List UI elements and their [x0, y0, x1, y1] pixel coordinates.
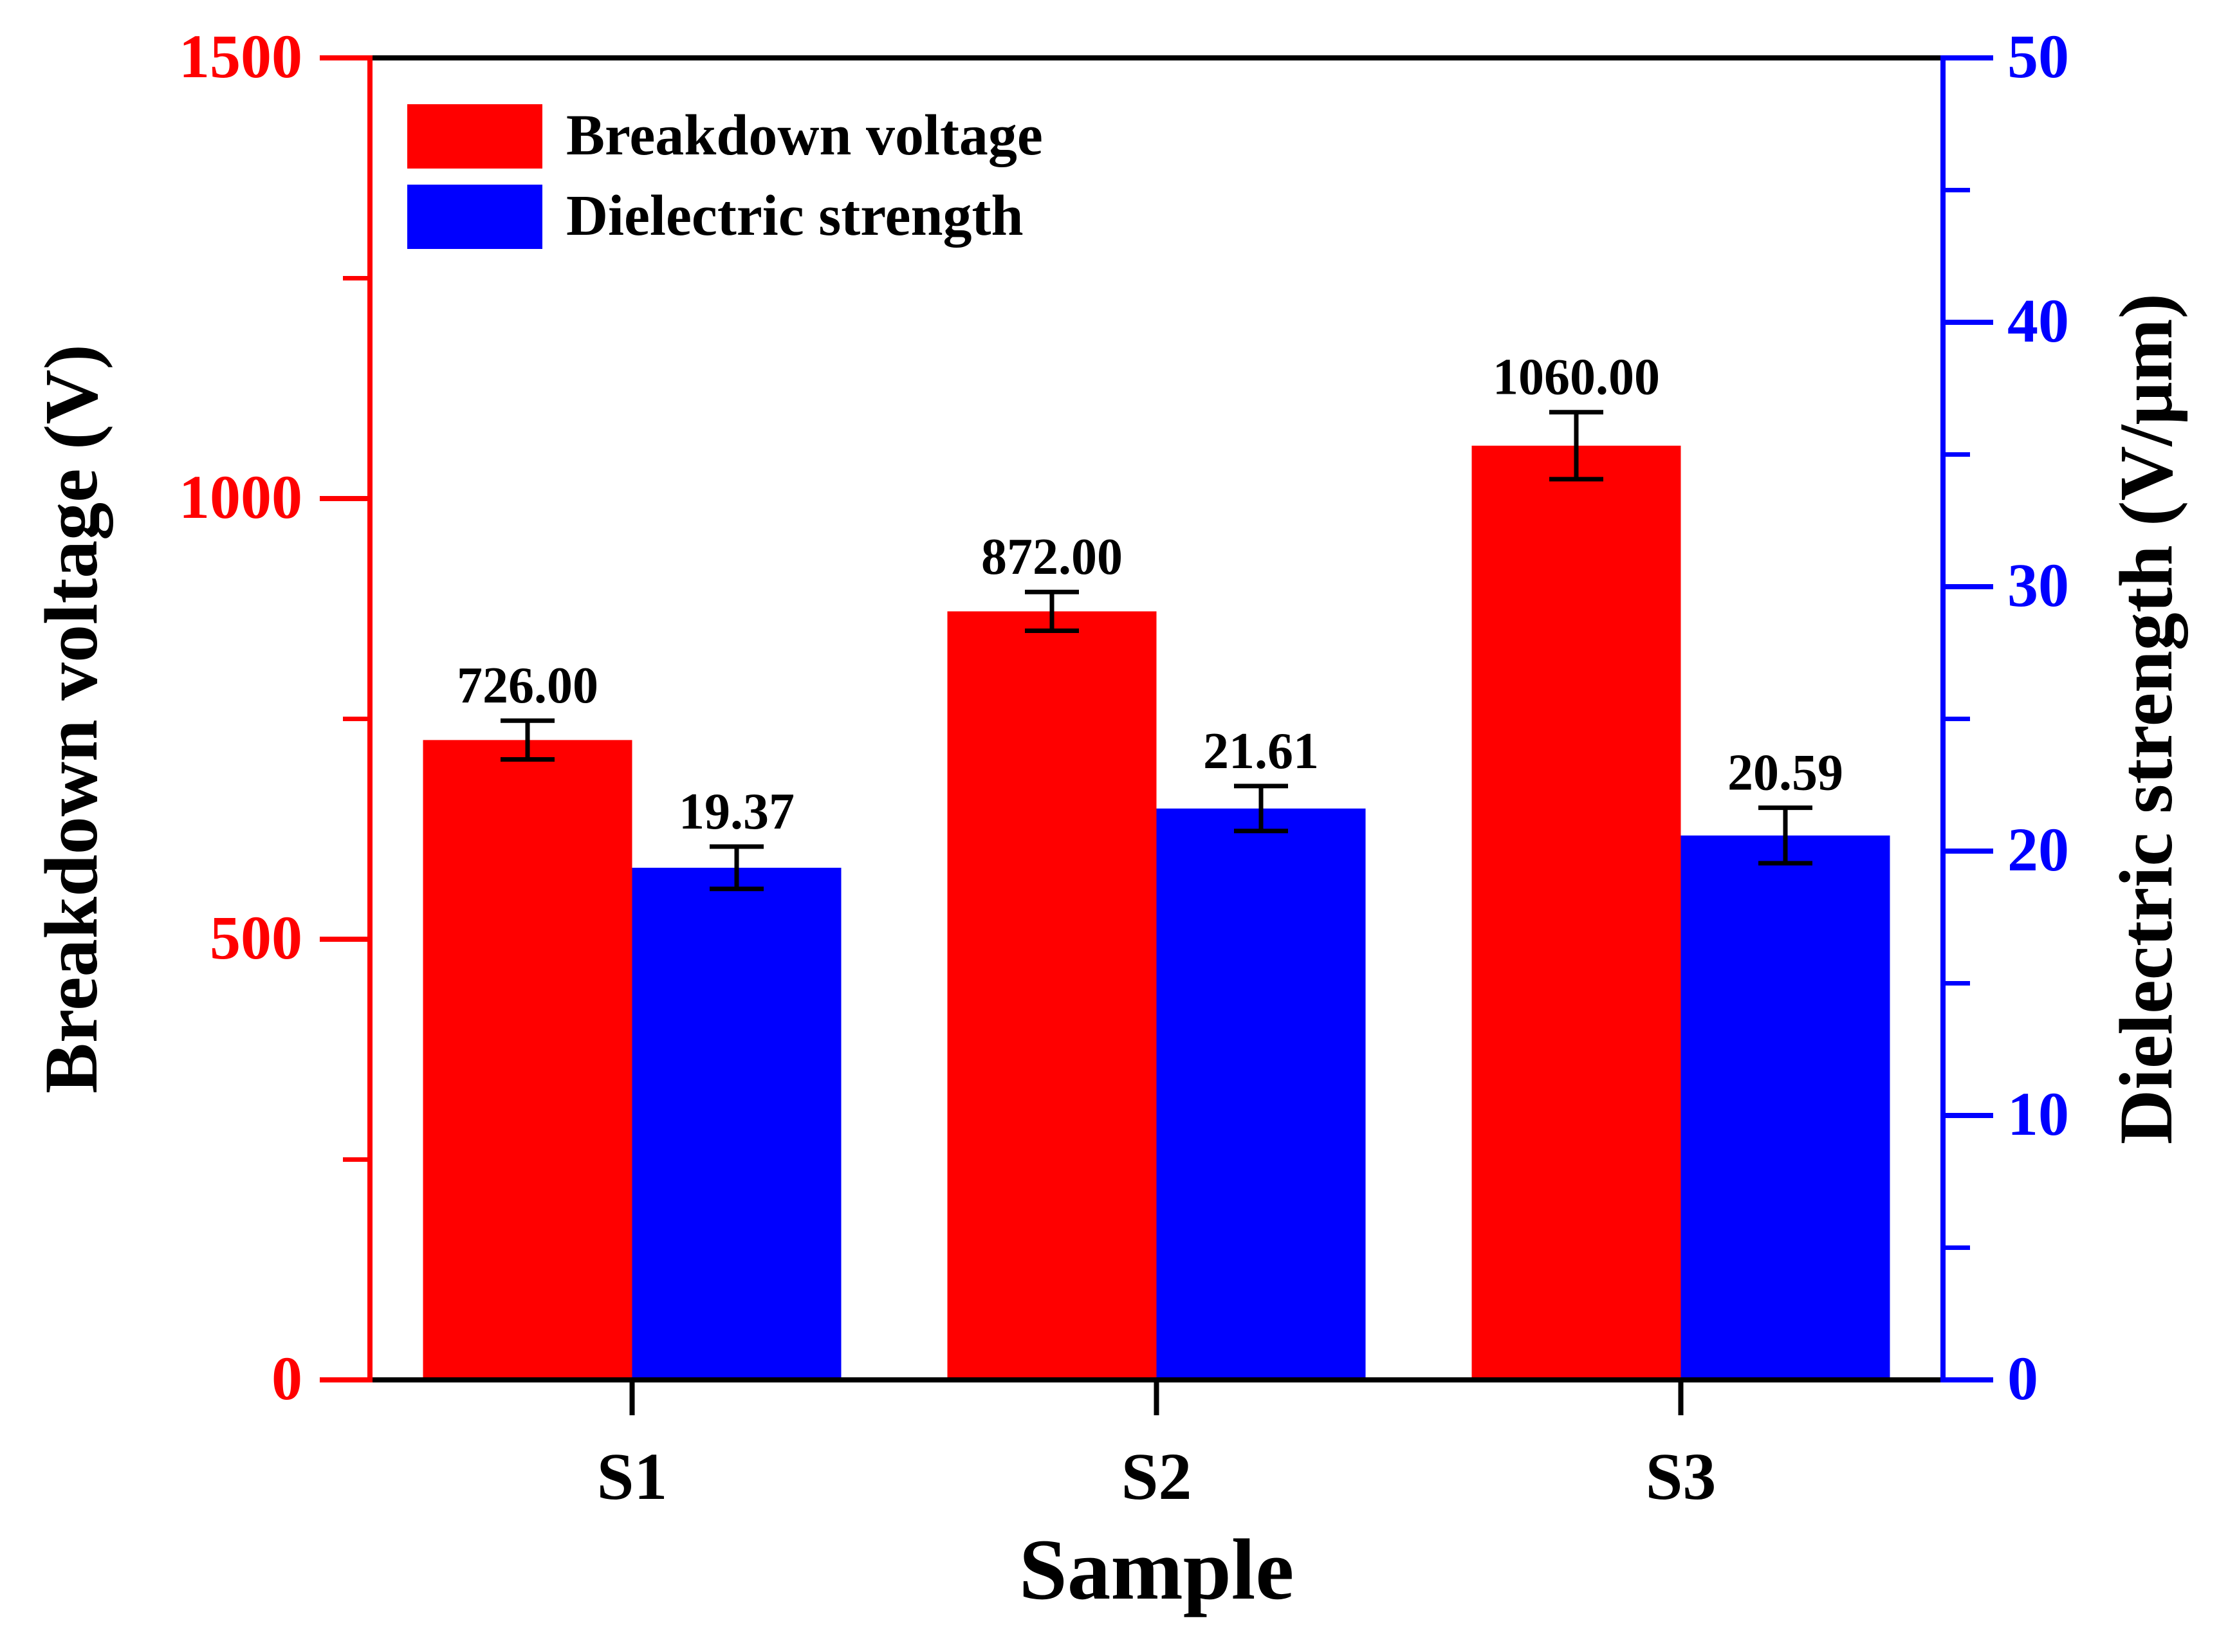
right-y-axis: 0 10 20 30 40 50 Dielectric strength (V/μm) — [1943, 22, 2188, 1413]
x-tick-label-s2: S2 — [1121, 1440, 1192, 1514]
bar-s2-right — [1156, 808, 1366, 1380]
bar-s1-left — [423, 740, 632, 1380]
data-label-s2-right: 21.61 — [1203, 723, 1319, 780]
data-label-s1-right: 19.37 — [679, 784, 795, 840]
left-tick-label: 500 — [210, 903, 302, 972]
x-axis: S1 S2 S3 Sample — [597, 1380, 1717, 1618]
data-labels-layer: 726.00 19.37 872.00 21.61 1060.00 20.59 — [457, 349, 1843, 840]
left-tick-label: 1500 — [179, 22, 302, 91]
left-axis-title: Breakdown voltage (V) — [29, 344, 113, 1094]
left-tick-label: 0 — [272, 1344, 302, 1413]
legend-swatch-left — [407, 104, 542, 169]
error-bars-layer — [501, 410, 1812, 892]
legend-label-left: Breakdown voltage — [566, 104, 1043, 167]
bars-layer — [423, 445, 1890, 1380]
x-axis-title: Sample — [1019, 1522, 1294, 1618]
right-tick-label: 0 — [2007, 1344, 2038, 1413]
legend: Breakdown voltage Dielectric strength — [407, 104, 1043, 249]
right-tick-label: 10 — [2007, 1079, 2069, 1148]
right-tick-label: 20 — [2007, 815, 2069, 884]
x-tick-label-s1: S1 — [597, 1440, 668, 1514]
data-label-s3-right: 20.59 — [1727, 745, 1843, 802]
right-axis-title: Dielectric strength (V/μm) — [2104, 293, 2188, 1144]
right-tick-label: 40 — [2007, 286, 2069, 355]
data-label-s2-left: 872.00 — [981, 529, 1123, 585]
bar-s3-left — [1471, 445, 1681, 1380]
bar-s3-right — [1680, 835, 1890, 1380]
legend-swatch-right — [407, 185, 542, 249]
left-tick-label: 1000 — [179, 463, 302, 531]
left-y-axis: 0 500 1000 1500 Breakdown voltage (V) — [29, 22, 370, 1413]
legend-label-right: Dielectric strength — [566, 184, 1024, 248]
bar-s2-left — [947, 611, 1157, 1380]
right-tick-label: 30 — [2007, 551, 2069, 620]
data-label-s3-left: 1060.00 — [1493, 349, 1660, 406]
x-tick-label-s3: S3 — [1646, 1440, 1717, 1514]
right-tick-label: 50 — [2007, 22, 2069, 91]
data-label-s1-left: 726.00 — [457, 657, 598, 714]
bar-s1-right — [632, 867, 842, 1380]
